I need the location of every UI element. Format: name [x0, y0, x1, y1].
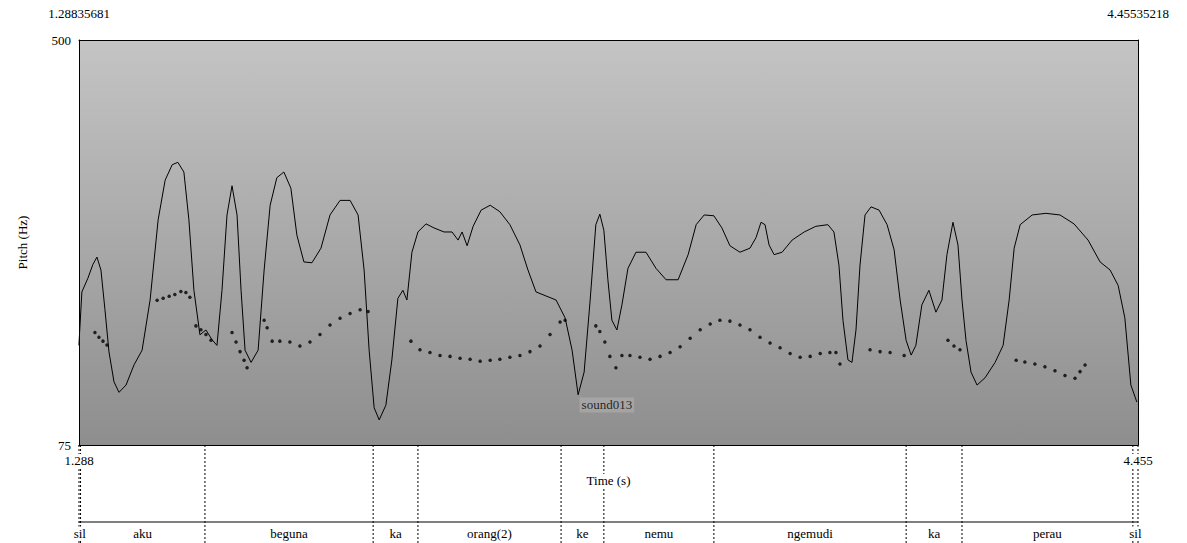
svg-text:4.455: 4.455	[1123, 453, 1152, 468]
svg-text:ke: ke	[576, 526, 589, 541]
svg-text:1.288: 1.288	[64, 453, 93, 468]
svg-text:aku: aku	[133, 526, 152, 541]
svg-text:75: 75	[58, 438, 71, 453]
svg-text:sil: sil	[1129, 526, 1142, 541]
svg-text:nemu: nemu	[644, 526, 673, 541]
svg-text:orang(2): orang(2)	[467, 526, 512, 541]
svg-text:perau: perau	[1033, 526, 1062, 541]
svg-text:1.28835681: 1.28835681	[48, 6, 110, 21]
svg-text:Pitch (Hz): Pitch (Hz)	[15, 216, 30, 270]
svg-text:ka: ka	[389, 526, 402, 541]
svg-text:4.45535218: 4.45535218	[1107, 6, 1169, 21]
svg-text:ka: ka	[928, 526, 941, 541]
svg-text:sil: sil	[74, 526, 87, 541]
svg-text:sound013: sound013	[582, 397, 633, 412]
svg-text:beguna: beguna	[270, 526, 308, 541]
svg-text:500: 500	[52, 33, 72, 48]
svg-text:Time (s): Time (s)	[587, 473, 631, 488]
svg-text:ngemudi: ngemudi	[787, 526, 833, 541]
